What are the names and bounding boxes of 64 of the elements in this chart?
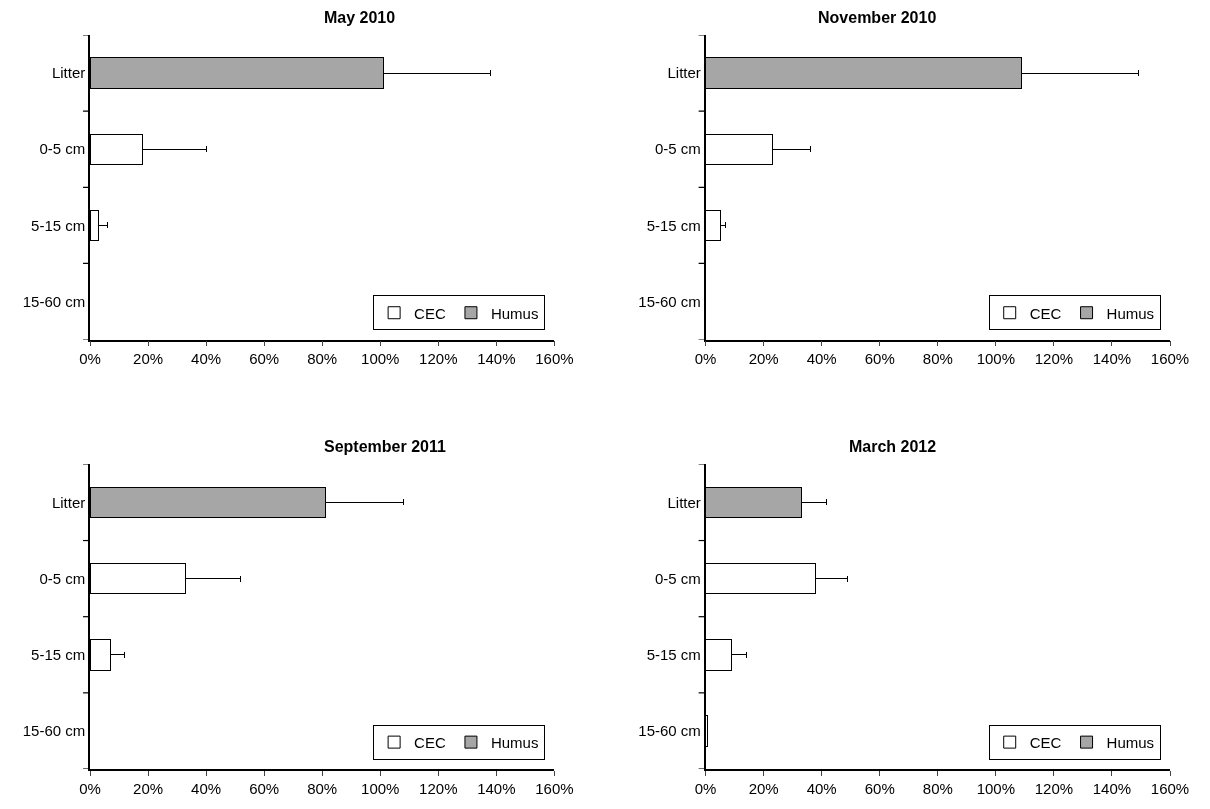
- x-tick-label: 80%: [307, 779, 338, 797]
- x-tick-label: 160%: [535, 350, 574, 368]
- chart-title: May 2010: [324, 9, 396, 26]
- x-tick-label: 40%: [191, 779, 222, 797]
- x-tick-label: 20%: [133, 779, 164, 797]
- x-tick-label: 60%: [249, 350, 280, 368]
- x-tick-label: 160%: [1150, 779, 1190, 797]
- legend-label: CEC: [1029, 733, 1062, 751]
- legend-label: CEC: [1029, 304, 1062, 322]
- chart-title: September 2011: [324, 438, 446, 455]
- y-tick-label: 5-15 cm: [31, 646, 86, 664]
- y-tick-label: 0-5 cm: [655, 140, 701, 158]
- x-tick-label: 60%: [249, 779, 280, 797]
- x-tick-label: 40%: [806, 350, 837, 368]
- legend-label: Humus: [1106, 733, 1155, 751]
- y-tick-label: 5-15 cm: [646, 216, 701, 234]
- y-tick-label: 0-5 cm: [39, 569, 86, 587]
- legend-label: Humus: [1106, 304, 1155, 322]
- x-tick-label: 140%: [1092, 779, 1132, 797]
- x-tick-label: 0%: [694, 350, 717, 368]
- x-tick-label: 20%: [133, 350, 164, 368]
- chart-title: March 2012: [849, 438, 937, 455]
- chart-title: November 2010: [818, 9, 937, 26]
- y-tick-label: Litter: [667, 493, 701, 511]
- x-tick-label: 120%: [1034, 779, 1074, 797]
- x-tick-label: 60%: [864, 350, 895, 368]
- x-tick-label: 100%: [976, 779, 1016, 797]
- x-tick-label: 80%: [922, 350, 953, 368]
- x-tick-label: 40%: [806, 779, 837, 797]
- x-tick-label: 60%: [864, 779, 895, 797]
- legend-label: CEC: [414, 304, 446, 322]
- x-tick-label: 120%: [419, 779, 458, 797]
- y-tick-label: Litter: [667, 64, 701, 82]
- x-tick-label: 20%: [748, 779, 779, 797]
- x-tick-label: 80%: [307, 350, 338, 368]
- x-tick-label: 80%: [922, 779, 953, 797]
- x-tick-label: 120%: [1034, 350, 1074, 368]
- x-tick-label: 0%: [79, 350, 101, 368]
- x-tick-label: 140%: [477, 350, 516, 368]
- x-tick-label: 100%: [976, 350, 1016, 368]
- y-tick-label: 15-60 cm: [638, 722, 701, 740]
- y-tick-label: Litter: [51, 64, 86, 82]
- x-tick-label: 0%: [694, 779, 717, 797]
- x-tick-label: 120%: [419, 350, 458, 368]
- y-tick-label: 15-60 cm: [22, 292, 86, 310]
- y-tick-label: 5-15 cm: [646, 646, 701, 664]
- x-tick-label: 160%: [535, 779, 574, 797]
- y-tick-label: 15-60 cm: [638, 292, 701, 310]
- x-tick-label: 140%: [477, 779, 516, 797]
- x-tick-label: 40%: [191, 350, 222, 368]
- x-tick-label: 100%: [361, 779, 400, 797]
- legend-label: Humus: [490, 304, 539, 322]
- legend-label: CEC: [414, 733, 446, 751]
- y-tick-label: 5-15 cm: [31, 216, 86, 234]
- x-tick-label: 160%: [1150, 350, 1190, 368]
- y-tick-label: 0-5 cm: [39, 140, 86, 158]
- legend-label: Humus: [490, 733, 539, 751]
- x-tick-label: 100%: [361, 350, 400, 368]
- x-tick-label: 140%: [1092, 350, 1132, 368]
- x-tick-label: 20%: [748, 350, 779, 368]
- y-tick-label: 0-5 cm: [655, 569, 701, 587]
- x-tick-label: 0%: [79, 779, 101, 797]
- y-tick-label: Litter: [51, 493, 86, 511]
- y-tick-label: 15-60 cm: [22, 722, 86, 740]
